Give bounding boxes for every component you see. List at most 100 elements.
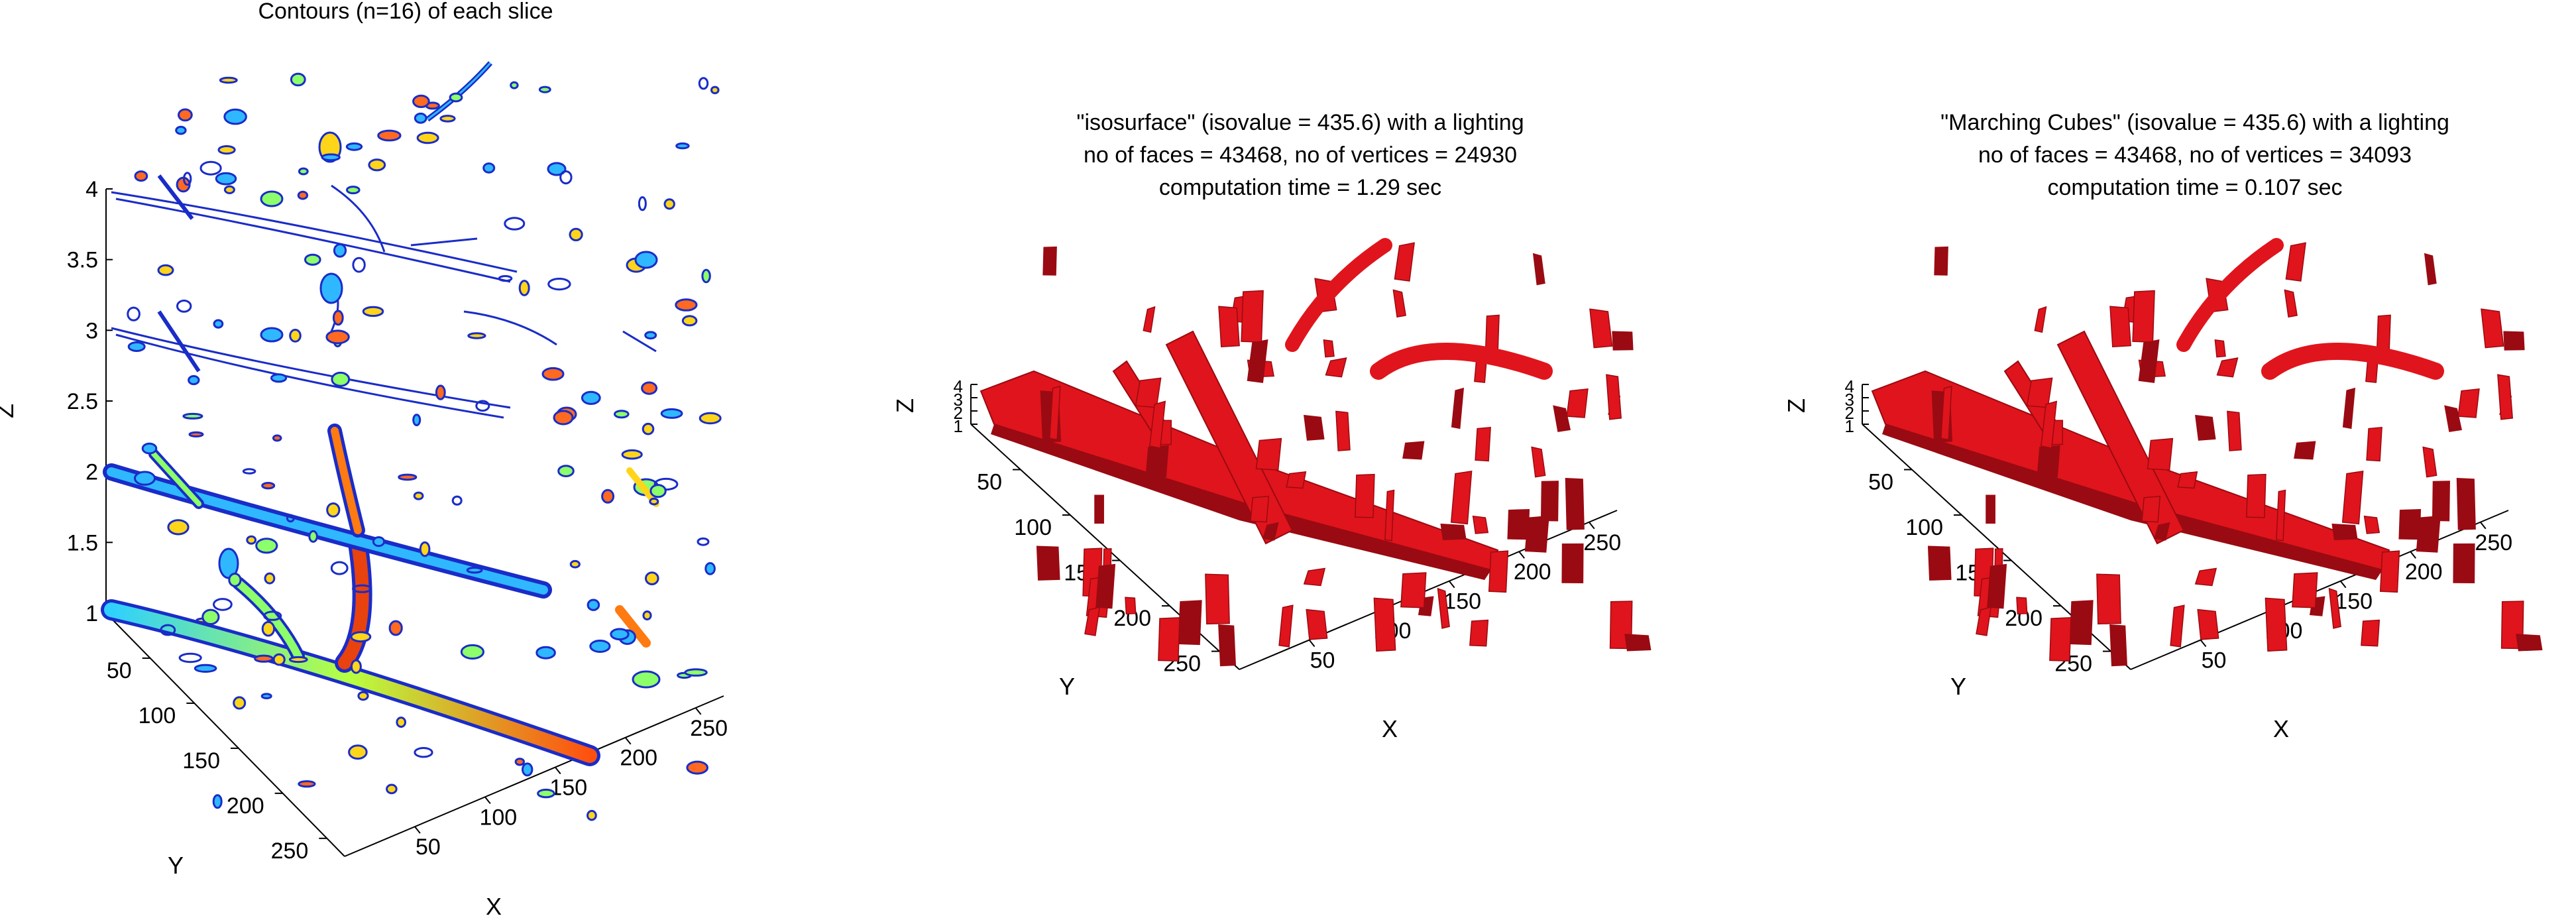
contour-blob — [396, 717, 407, 728]
isosurface-blob — [1394, 242, 1415, 282]
tick-label: 2.5 — [67, 389, 98, 414]
isosurface-blob — [1392, 289, 1406, 318]
contour-blob — [134, 170, 148, 182]
contour-blob — [475, 400, 490, 412]
isosurface-blob — [2328, 587, 2341, 629]
contour-blob — [589, 640, 611, 653]
tick-label: 200 — [227, 793, 264, 819]
contour-blob — [134, 471, 156, 486]
contour-blob — [414, 112, 427, 124]
contour-blob — [642, 422, 655, 435]
isosurface-blob — [1488, 550, 1509, 593]
contour-blob — [350, 631, 372, 643]
contour-blob — [414, 747, 433, 758]
vessel-right — [1370, 343, 1553, 380]
isosurface-blob — [1524, 515, 1549, 553]
tick-label: 2 — [1845, 403, 1854, 423]
title-line-3: computation time = 1.29 sec — [1159, 175, 1441, 200]
isosurface-blob — [2216, 357, 2239, 378]
isosurface-blob — [1507, 509, 1530, 540]
contour-blob — [372, 536, 386, 547]
vessel-upper — [2176, 238, 2284, 352]
contour-blob — [686, 760, 708, 775]
isosurface-blob — [2497, 374, 2514, 420]
contour-blob — [333, 243, 347, 258]
contour-blob — [377, 129, 402, 142]
isosurface-blob — [2416, 515, 2441, 553]
isosurface-blob — [2285, 242, 2306, 282]
tick-label: 2 — [954, 403, 963, 423]
isosurface-blob — [1987, 563, 2007, 609]
isosurface-blob — [2379, 550, 2400, 593]
tick-label: 150 — [182, 748, 220, 774]
contour-blob — [157, 264, 174, 276]
isosurface-blob — [2363, 515, 2380, 534]
tick-mark — [2410, 551, 2417, 559]
isosurface-blob — [1335, 410, 1351, 451]
contour-blob — [439, 115, 456, 123]
vessel-right — [2261, 343, 2444, 380]
contour-blob — [419, 541, 431, 557]
isosurface-blob — [1095, 563, 1116, 609]
vessel-branch — [2056, 330, 2185, 545]
contour-blob — [213, 319, 224, 329]
z-axis-label: Z — [1783, 398, 1810, 413]
isosurface-blob — [2195, 414, 2216, 441]
isosurface-blob — [2154, 522, 2170, 541]
contour-blob — [261, 620, 276, 637]
contour-blob — [330, 561, 349, 575]
isosurface-blob — [2147, 437, 2174, 471]
contour-blob — [289, 329, 302, 343]
tick-mark — [1448, 581, 1455, 589]
contour-blob — [346, 186, 361, 195]
tick-label: 200 — [1514, 559, 1551, 585]
contour-blob — [638, 196, 647, 211]
contour-blob — [176, 300, 192, 313]
contour-blob — [701, 268, 711, 284]
tick-mark — [1588, 522, 1595, 530]
contour-blob — [272, 434, 282, 442]
contour-blob — [261, 482, 276, 490]
tick-label: 1 — [1845, 416, 1854, 436]
title-line-3: computation time = 0.107 sec — [2047, 175, 2342, 200]
isosurface-blob — [1612, 331, 1634, 351]
contour-blob — [325, 329, 350, 345]
contour-blob — [547, 278, 571, 291]
x-axis: 50 100 150 200 250 X — [344, 695, 728, 920]
isosurface-blob — [2265, 597, 2288, 652]
tick-mark — [624, 737, 632, 745]
contour-blob — [681, 315, 698, 327]
contour-blob — [255, 538, 278, 554]
isosurface-blob — [2292, 572, 2318, 608]
tick-mark — [695, 707, 702, 715]
tick-label: 3 — [954, 390, 963, 410]
contour-blob — [160, 624, 176, 636]
plot-title: "isosurface" (isovalue = 435.6) with a l… — [1076, 110, 1524, 200]
contour-blob — [412, 414, 421, 427]
contour-blob — [348, 744, 368, 760]
contour-blob — [642, 610, 652, 620]
isosurface-blob — [1561, 543, 1584, 583]
contour-blob — [352, 584, 372, 593]
isosurface-blob — [2457, 388, 2480, 418]
contour-blob — [298, 167, 309, 176]
contour-blob — [326, 502, 341, 518]
vessel-branch — [1165, 330, 1294, 545]
contour-blob — [697, 537, 710, 546]
tick-mark — [554, 766, 561, 775]
contour-blob — [270, 373, 288, 383]
isosurface-blob — [2138, 339, 2160, 383]
isosurface-blob — [1241, 290, 1264, 343]
contour-blob — [587, 809, 597, 821]
isosurface-blob — [1940, 385, 1952, 441]
tick-mark — [2339, 581, 2347, 589]
isosurface-blob — [1325, 357, 1347, 378]
contour-blob — [228, 573, 242, 587]
contour-blob — [183, 172, 192, 186]
isosurface-blob — [1469, 619, 1489, 647]
contour-blob — [587, 599, 600, 611]
contour-blob — [223, 108, 247, 125]
tick-label: 1 — [954, 416, 963, 436]
tick-label: 150 — [1443, 589, 1481, 614]
